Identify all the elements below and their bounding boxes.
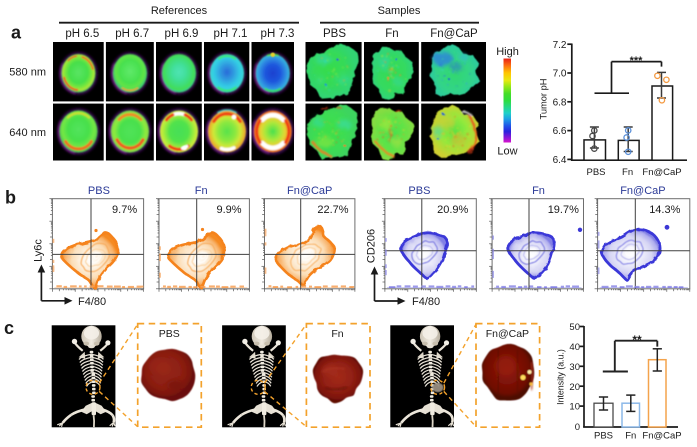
svg-text:References: References [151, 5, 208, 17]
svg-text:Fn@CaP: Fn@CaP [430, 28, 478, 40]
svg-text:Fn@CaP: Fn@CaP [486, 328, 529, 340]
svg-text:c: c [4, 318, 14, 338]
svg-text:10: 10 [569, 402, 580, 413]
svg-text:580 nm: 580 nm [9, 67, 46, 79]
svg-text:20: 20 [569, 382, 580, 393]
svg-text:PBS: PBS [159, 328, 180, 340]
svg-text:6.6: 6.6 [553, 126, 567, 137]
svg-text:Samples: Samples [378, 5, 421, 17]
svg-text:30: 30 [569, 362, 580, 373]
svg-text:Fn: Fn [331, 328, 343, 340]
svg-text:b: b [5, 188, 16, 208]
svg-text:Intensity (a.u.): Intensity (a.u.) [556, 349, 566, 405]
svg-text:Fn: Fn [532, 185, 545, 197]
svg-text:0: 0 [575, 422, 580, 433]
svg-text:PBS: PBS [408, 185, 430, 197]
svg-text:14.3%: 14.3% [649, 204, 680, 216]
svg-text:Fn@CaP: Fn@CaP [642, 431, 681, 442]
svg-text:Fn: Fn [625, 431, 636, 442]
svg-text:6.4: 6.4 [553, 155, 567, 166]
svg-text:PBS: PBS [586, 167, 605, 178]
svg-text:Fn@CaP: Fn@CaP [620, 185, 665, 197]
svg-text:7.0: 7.0 [553, 69, 567, 80]
svg-text:pH 6.5: pH 6.5 [65, 28, 99, 40]
svg-text:19.7%: 19.7% [548, 204, 579, 216]
svg-text:CD206: CD206 [366, 229, 378, 263]
svg-text:F4/80: F4/80 [78, 296, 106, 308]
svg-text:pH 7.3: pH 7.3 [261, 28, 295, 40]
svg-text:pH 6.9: pH 6.9 [165, 28, 199, 40]
svg-text:40: 40 [569, 342, 580, 353]
svg-text:Ly6c: Ly6c [33, 239, 45, 262]
svg-text:Fn@CaP: Fn@CaP [287, 185, 332, 197]
svg-text:PBS: PBS [323, 28, 346, 40]
svg-text:PBS: PBS [88, 185, 110, 197]
svg-text:Fn: Fn [622, 167, 633, 178]
svg-text:Low: Low [497, 146, 517, 158]
svg-text:20.9%: 20.9% [437, 204, 468, 216]
svg-text:640 nm: 640 nm [9, 127, 46, 139]
svg-text:Fn: Fn [195, 185, 208, 197]
svg-text:50: 50 [569, 322, 580, 333]
svg-text:pH 7.1: pH 7.1 [214, 28, 248, 40]
svg-text:Fn@CaP: Fn@CaP [642, 167, 681, 178]
svg-text:9.9%: 9.9% [216, 204, 241, 216]
svg-text:Tumor pH: Tumor pH [539, 79, 549, 120]
svg-text:High: High [496, 46, 519, 58]
svg-text:PBS: PBS [594, 431, 613, 442]
svg-text:9.7%: 9.7% [112, 204, 137, 216]
svg-text:22.7%: 22.7% [317, 204, 348, 216]
svg-text:7.2: 7.2 [553, 40, 567, 51]
svg-text:**: ** [632, 333, 642, 347]
svg-text:a: a [11, 23, 22, 43]
svg-text:pH 6.7: pH 6.7 [115, 28, 149, 40]
svg-text:F4/80: F4/80 [412, 296, 440, 308]
svg-text:***: *** [630, 55, 644, 67]
svg-text:Fn: Fn [385, 28, 398, 40]
svg-text:6.8: 6.8 [553, 97, 567, 108]
